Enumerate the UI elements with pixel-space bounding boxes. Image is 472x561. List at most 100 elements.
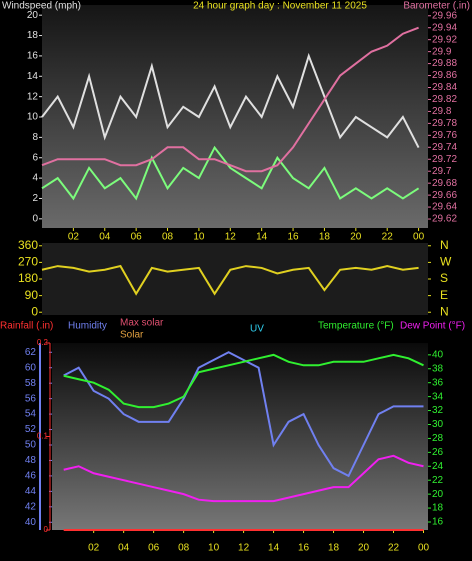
x-tick-label: 04 xyxy=(118,543,130,554)
y2ticks-label: 29.74 xyxy=(432,142,457,153)
yticks-label: 270 xyxy=(18,255,38,269)
yticks-label: 16 xyxy=(27,51,39,62)
yticks-label: 52 xyxy=(25,424,37,435)
y2ticks-label: 29.8 xyxy=(432,106,452,117)
yticks-label: 10 xyxy=(27,112,39,123)
yticks-label: 40 xyxy=(25,517,37,528)
series-label: Dew Point (°F) xyxy=(400,321,465,332)
y2ticks-label: 40 xyxy=(432,349,444,360)
y2ticks-label: N xyxy=(440,238,449,252)
y2ticks-label: 29.78 xyxy=(432,118,457,129)
y2ticks-label: S xyxy=(440,271,448,285)
y2ticks-label: 29.9 xyxy=(432,46,452,57)
x-tick-label: 12 xyxy=(238,543,250,554)
y2ticks-label: 32 xyxy=(432,405,444,416)
x-tick-label: 10 xyxy=(208,543,220,554)
x-tick-label: 08 xyxy=(178,543,190,554)
y2ticks-label: 29.68 xyxy=(432,178,457,189)
series-label: Temperature (°F) xyxy=(318,321,394,332)
y2ticks-label: 22 xyxy=(432,475,444,486)
y2ticks-label: N xyxy=(440,304,449,318)
direction-panel xyxy=(42,243,428,315)
x-tick-label: 18 xyxy=(319,232,331,243)
y2ticks-label: 20 xyxy=(432,489,444,500)
series-line xyxy=(63,353,424,409)
y3-tick-label: 0.2 xyxy=(37,338,49,347)
x-tick-label: 06 xyxy=(148,543,160,554)
annotation: Max solar xyxy=(120,318,164,329)
series-line xyxy=(41,145,420,201)
yticks-label: 20 xyxy=(27,10,39,21)
yticks-label: 0 xyxy=(31,304,38,318)
series-label: Humidity xyxy=(68,321,107,332)
y2ticks-label: 30 xyxy=(432,419,444,430)
y2ticks-label: 29.76 xyxy=(432,130,457,141)
yticks-label: 54 xyxy=(25,409,37,420)
annotation: UV xyxy=(250,324,264,335)
x-tick-label: 10 xyxy=(193,232,205,243)
y2ticks-label: 34 xyxy=(432,391,444,402)
y2ticks-label: 29.62 xyxy=(432,214,457,225)
series-line xyxy=(41,26,419,173)
x-tick-label: 14 xyxy=(256,232,268,243)
y2ticks-label: 29.86 xyxy=(432,70,457,81)
y2ticks-label: 29.82 xyxy=(432,94,457,105)
y2ticks-label: 29.84 xyxy=(432,82,457,93)
x-tick-label: 22 xyxy=(382,232,394,243)
yticks-label: 8 xyxy=(32,132,38,143)
barometer-label: Barometer (.in) xyxy=(403,1,470,12)
yticks-label: 12 xyxy=(27,91,39,102)
yticks-label: 180 xyxy=(18,271,38,285)
yticks-label: 46 xyxy=(25,471,37,482)
x-tick-label: 14 xyxy=(268,543,280,554)
yticks-label: 58 xyxy=(25,378,37,389)
y2ticks-label: 29.94 xyxy=(432,22,457,33)
yticks-label: 2 xyxy=(32,193,38,204)
yticks-label: 50 xyxy=(25,440,37,451)
yticks-label: 360 xyxy=(18,238,38,252)
yticks-label: 18 xyxy=(27,30,39,41)
x-tick-label: 12 xyxy=(225,232,237,243)
x-tick-label: 08 xyxy=(162,232,174,243)
yticks-label: 48 xyxy=(25,455,37,466)
y2ticks-label: 24 xyxy=(432,461,444,472)
y2ticks-label: 29.64 xyxy=(432,202,457,213)
yticks-label: 56 xyxy=(25,393,37,404)
yticks-label: 90 xyxy=(25,288,39,302)
y2ticks-label: 29.7 xyxy=(432,166,452,177)
x-tick-label: 20 xyxy=(358,543,370,554)
y2ticks-label: 38 xyxy=(432,363,444,374)
yticks-label: 60 xyxy=(25,362,37,373)
y2ticks-label: 29.72 xyxy=(432,154,457,165)
yticks-label: 42 xyxy=(25,501,37,512)
y2ticks-label: E xyxy=(440,288,448,302)
x-tick-label: 02 xyxy=(68,232,80,243)
y2ticks-label: 29.88 xyxy=(432,58,457,69)
y2ticks-label: 26 xyxy=(432,447,444,458)
x-tick-label: 02 xyxy=(88,543,100,554)
y2ticks-label: 29.96 xyxy=(432,10,457,21)
x-tick-label: 20 xyxy=(350,232,362,243)
x-tick-label: 18 xyxy=(328,543,340,554)
x-tick-label: 04 xyxy=(99,232,111,243)
y2ticks-label: 16 xyxy=(432,517,444,528)
y2ticks-label: 29.92 xyxy=(432,34,457,45)
x-tick-label: 16 xyxy=(298,543,310,554)
x-tick-label: 06 xyxy=(131,232,143,243)
yticks-label: 14 xyxy=(27,71,39,82)
series-label: Rainfall (.in) xyxy=(0,321,53,332)
x-tick-label: 22 xyxy=(388,543,400,554)
series-line xyxy=(63,454,424,503)
yticks-label: 44 xyxy=(25,486,37,497)
x-tick-label: 16 xyxy=(287,232,299,243)
climate-panel xyxy=(52,343,428,530)
series-line xyxy=(41,264,419,296)
y2ticks-label: 36 xyxy=(432,377,444,388)
y3-tick-label: 0.1 xyxy=(37,432,49,441)
y2ticks-label: 28 xyxy=(432,433,444,444)
annotation: Solar xyxy=(120,330,144,341)
y2ticks-label: 18 xyxy=(432,503,444,514)
series-line xyxy=(41,52,420,149)
yticks-label: 4 xyxy=(32,173,38,184)
